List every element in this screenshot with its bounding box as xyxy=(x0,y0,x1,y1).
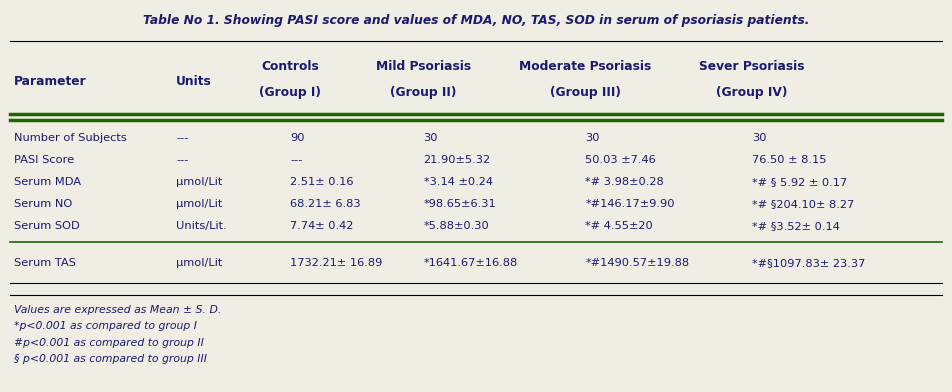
Text: Table No 1. Showing PASI score and values of MDA, NO, TAS, SOD in serum of psori: Table No 1. Showing PASI score and value… xyxy=(143,14,809,27)
Text: *# § 5.92 ± 0.17: *# § 5.92 ± 0.17 xyxy=(752,177,847,187)
Text: § p<0.001 as compared to group III: § p<0.001 as compared to group III xyxy=(14,354,208,364)
Text: PASI Score: PASI Score xyxy=(14,155,74,165)
Text: Moderate Psoriasis: Moderate Psoriasis xyxy=(520,60,651,73)
Text: ---: --- xyxy=(290,155,303,165)
Text: 76.50 ± 8.15: 76.50 ± 8.15 xyxy=(752,155,826,165)
Text: 50.03 ±7.46: 50.03 ±7.46 xyxy=(585,155,656,165)
Text: 1732.21± 16.89: 1732.21± 16.89 xyxy=(290,258,383,268)
Text: (Group II): (Group II) xyxy=(390,86,457,100)
Text: *3.14 ±0.24: *3.14 ±0.24 xyxy=(424,177,492,187)
Text: (Group I): (Group I) xyxy=(260,86,321,100)
Text: *# §3.52± 0.14: *# §3.52± 0.14 xyxy=(752,221,840,231)
Text: Values are expressed as Mean ± S. D.: Values are expressed as Mean ± S. D. xyxy=(14,305,222,315)
Text: μmol/Lit: μmol/Lit xyxy=(176,177,223,187)
Text: *# 4.55±20: *# 4.55±20 xyxy=(585,221,653,231)
Text: Serum NO: Serum NO xyxy=(14,199,72,209)
Text: ---: --- xyxy=(176,133,188,143)
Text: 21.90±5.32: 21.90±5.32 xyxy=(424,155,491,165)
Text: Serum MDA: Serum MDA xyxy=(14,177,81,187)
Text: (Group III): (Group III) xyxy=(550,86,621,100)
Text: (Group IV): (Group IV) xyxy=(717,86,787,100)
Text: Parameter: Parameter xyxy=(14,74,87,88)
Text: *1641.67±16.88: *1641.67±16.88 xyxy=(424,258,518,268)
Text: μmol/Lit: μmol/Lit xyxy=(176,258,223,268)
Text: ---: --- xyxy=(176,155,188,165)
Text: 2.51± 0.16: 2.51± 0.16 xyxy=(290,177,354,187)
Text: Number of Subjects: Number of Subjects xyxy=(14,133,127,143)
Text: #p<0.001 as compared to group II: #p<0.001 as compared to group II xyxy=(14,338,204,348)
Text: *#1490.57±19.88: *#1490.57±19.88 xyxy=(585,258,689,268)
Text: μmol/Lit: μmol/Lit xyxy=(176,199,223,209)
Text: Units: Units xyxy=(176,74,212,88)
Text: Controls: Controls xyxy=(262,60,319,73)
Text: Sever Psoriasis: Sever Psoriasis xyxy=(700,60,804,73)
Text: 90: 90 xyxy=(290,133,305,143)
Text: Serum TAS: Serum TAS xyxy=(14,258,76,268)
Text: Serum SOD: Serum SOD xyxy=(14,221,80,231)
Text: *5.88±0.30: *5.88±0.30 xyxy=(424,221,489,231)
Text: *# §204.10± 8.27: *# §204.10± 8.27 xyxy=(752,199,854,209)
Text: *# 3.98±0.28: *# 3.98±0.28 xyxy=(585,177,664,187)
Text: Mild Psoriasis: Mild Psoriasis xyxy=(376,60,471,73)
Text: *p<0.001 as compared to group I: *p<0.001 as compared to group I xyxy=(14,321,197,331)
Text: *#§1097.83± 23.37: *#§1097.83± 23.37 xyxy=(752,258,865,268)
Text: *98.65±6.31: *98.65±6.31 xyxy=(424,199,496,209)
Text: *#146.17±9.90: *#146.17±9.90 xyxy=(585,199,675,209)
Text: 30: 30 xyxy=(585,133,600,143)
Text: 68.21± 6.83: 68.21± 6.83 xyxy=(290,199,361,209)
Text: Units/Lit.: Units/Lit. xyxy=(176,221,227,231)
Text: 30: 30 xyxy=(424,133,438,143)
Text: 7.74± 0.42: 7.74± 0.42 xyxy=(290,221,354,231)
Text: 30: 30 xyxy=(752,133,766,143)
